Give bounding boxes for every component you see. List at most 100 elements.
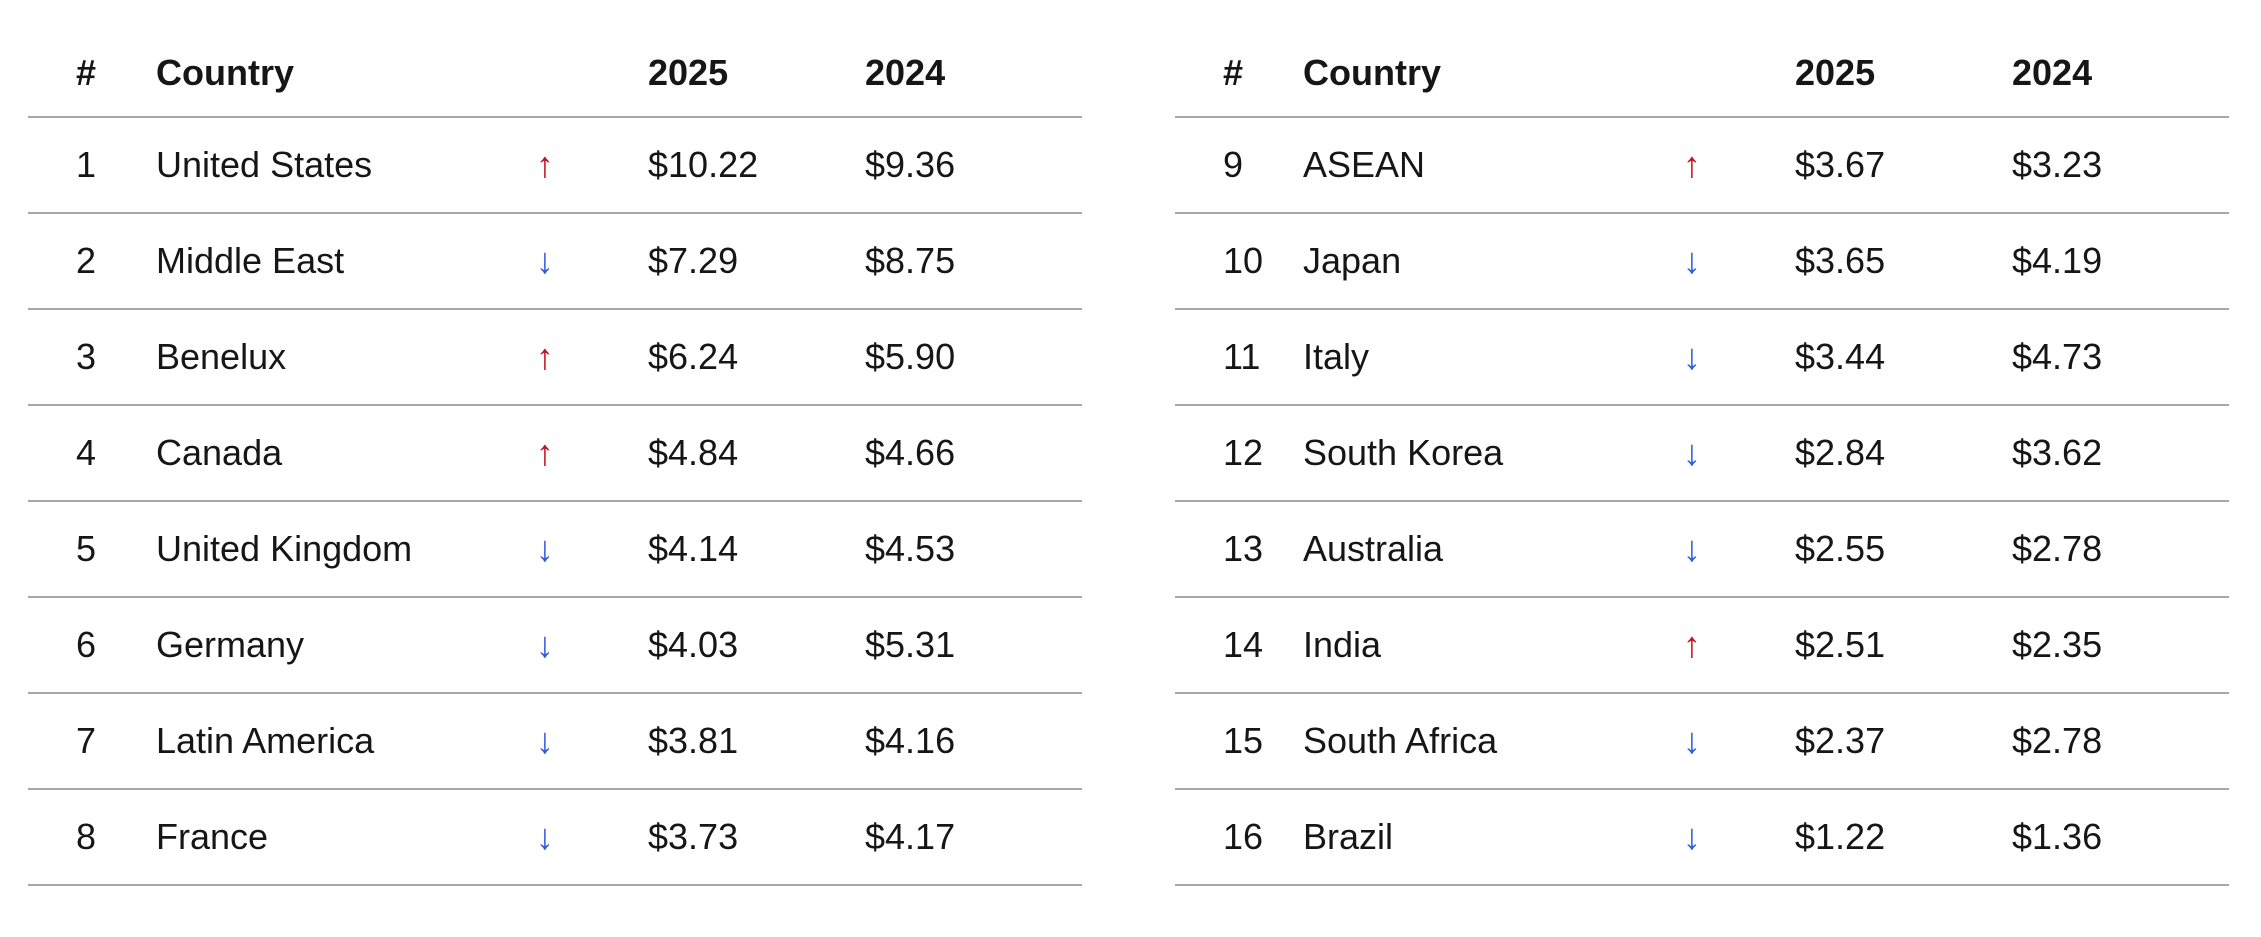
ranking-table-left: # Country 2025 2024 1 United States ↑ $10.2… (28, 30, 1082, 886)
country-cell: Middle East (156, 213, 536, 310)
header-trend (1683, 30, 1795, 118)
arrow-down-icon: ↓ (536, 501, 648, 598)
value-2024-cell: $1.36 (2012, 789, 2229, 886)
arrow-down-icon: ↓ (1683, 309, 1795, 406)
table-row: 14 India ↑ $2.51 $2.35 (1175, 597, 2229, 694)
value-2025-cell: $2.84 (1795, 405, 2012, 502)
table-row: 3 Benelux ↑ $6.24 $5.90 (28, 309, 1082, 406)
arrow-up-icon: ↑ (536, 405, 648, 502)
table-row: 7 Latin America ↓ $3.81 $4.16 (28, 693, 1082, 790)
value-2024-cell: $8.75 (865, 213, 1082, 310)
table-row: 1 United States ↑ $10.22 $9.36 (28, 117, 1082, 214)
header-2024: 2024 (865, 30, 1082, 118)
value-2024-cell: $9.36 (865, 117, 1082, 214)
rank-cell: 14 (1175, 597, 1303, 694)
country-cell: South Korea (1303, 405, 1683, 502)
country-cell: ASEAN (1303, 117, 1683, 214)
arrow-up-icon: ↑ (1683, 597, 1795, 694)
value-2025-cell: $10.22 (648, 117, 865, 214)
arrow-down-icon: ↓ (536, 789, 648, 886)
header-2024: 2024 (2012, 30, 2229, 118)
country-cell: Australia (1303, 501, 1683, 598)
rank-cell: 13 (1175, 501, 1303, 598)
header-2025: 2025 (648, 30, 865, 118)
country-cell: Benelux (156, 309, 536, 406)
value-2024-cell: $4.73 (2012, 309, 2229, 406)
header-country: Country (1303, 30, 1683, 118)
value-2025-cell: $3.44 (1795, 309, 2012, 406)
country-cell: India (1303, 597, 1683, 694)
rank-cell: 3 (28, 309, 156, 406)
table-header-row: # Country 2025 2024 (28, 30, 1082, 118)
value-2024-cell: $5.90 (865, 309, 1082, 406)
value-2024-cell: $4.53 (865, 501, 1082, 598)
header-rank: # (28, 30, 156, 118)
value-2024-cell: $3.23 (2012, 117, 2229, 214)
value-2024-cell: $2.78 (2012, 501, 2229, 598)
country-cell: Italy (1303, 309, 1683, 406)
table-body-left: 1 United States ↑ $10.22 $9.36 2 Middle East ↓ $… (28, 117, 1082, 886)
value-2025-cell: $3.67 (1795, 117, 2012, 214)
value-2025-cell: $1.22 (1795, 789, 2012, 886)
table-row: 15 South Africa ↓ $2.37 $2.78 (1175, 693, 2229, 790)
country-cell: Brazil (1303, 789, 1683, 886)
arrow-down-icon: ↓ (536, 213, 648, 310)
table-row: 6 Germany ↓ $4.03 $5.31 (28, 597, 1082, 694)
country-cell: South Africa (1303, 693, 1683, 790)
country-cell: United States (156, 117, 536, 214)
rank-cell: 10 (1175, 213, 1303, 310)
rank-cell: 6 (28, 597, 156, 694)
arrow-down-icon: ↓ (1683, 501, 1795, 598)
table-row: 13 Australia ↓ $2.55 $2.78 (1175, 501, 2229, 598)
ranking-table-right: # Country 2025 2024 9 ASEAN ↑ $3.67 $3.23 10 J… (1175, 30, 2229, 886)
table-row: 5 United Kingdom ↓ $4.14 $4.53 (28, 501, 1082, 598)
header-2025: 2025 (1795, 30, 2012, 118)
table-row: 4 Canada ↑ $4.84 $4.66 (28, 405, 1082, 502)
value-2025-cell: $2.55 (1795, 501, 2012, 598)
table-row: 11 Italy ↓ $3.44 $4.73 (1175, 309, 2229, 406)
value-2025-cell: $2.37 (1795, 693, 2012, 790)
value-2024-cell: $3.62 (2012, 405, 2229, 502)
table-row: 2 Middle East ↓ $7.29 $8.75 (28, 213, 1082, 310)
rank-cell: 2 (28, 213, 156, 310)
rank-cell: 5 (28, 501, 156, 598)
value-2024-cell: $2.78 (2012, 693, 2229, 790)
country-cell: United Kingdom (156, 501, 536, 598)
rank-cell: 8 (28, 789, 156, 886)
table-row: 9 ASEAN ↑ $3.67 $3.23 (1175, 117, 2229, 214)
country-cell: Canada (156, 405, 536, 502)
value-2025-cell: $3.73 (648, 789, 865, 886)
arrow-down-icon: ↓ (1683, 789, 1795, 886)
table-row: 8 France ↓ $3.73 $4.17 (28, 789, 1082, 886)
rank-cell: 9 (1175, 117, 1303, 214)
value-2025-cell: $6.24 (648, 309, 865, 406)
arrow-down-icon: ↓ (1683, 213, 1795, 310)
arrow-down-icon: ↓ (1683, 405, 1795, 502)
value-2025-cell: $7.29 (648, 213, 865, 310)
table-body-right: 9 ASEAN ↑ $3.67 $3.23 10 Japan ↓ $3.65 $4.19 11 Ita… (1175, 117, 2229, 886)
rank-cell: 4 (28, 405, 156, 502)
value-2025-cell: $4.84 (648, 405, 865, 502)
arrow-down-icon: ↓ (536, 597, 648, 694)
arrow-up-icon: ↑ (536, 309, 648, 406)
value-2024-cell: $4.17 (865, 789, 1082, 886)
value-2025-cell: $2.51 (1795, 597, 2012, 694)
rank-cell: 1 (28, 117, 156, 214)
value-2024-cell: $4.19 (2012, 213, 2229, 310)
country-cell: Germany (156, 597, 536, 694)
value-2025-cell: $3.65 (1795, 213, 2012, 310)
rank-cell: 11 (1175, 309, 1303, 406)
value-2024-cell: $2.35 (2012, 597, 2229, 694)
arrow-down-icon: ↓ (1683, 693, 1795, 790)
header-trend (536, 30, 648, 118)
value-2025-cell: $4.14 (648, 501, 865, 598)
header-rank: # (1175, 30, 1303, 118)
table-header-row: # Country 2025 2024 (1175, 30, 2229, 118)
value-2025-cell: $3.81 (648, 693, 865, 790)
value-2024-cell: $4.16 (865, 693, 1082, 790)
arrow-up-icon: ↑ (1683, 117, 1795, 214)
country-cell: Japan (1303, 213, 1683, 310)
rank-cell: 16 (1175, 789, 1303, 886)
table-row: 10 Japan ↓ $3.65 $4.19 (1175, 213, 2229, 310)
rank-cell: 7 (28, 693, 156, 790)
